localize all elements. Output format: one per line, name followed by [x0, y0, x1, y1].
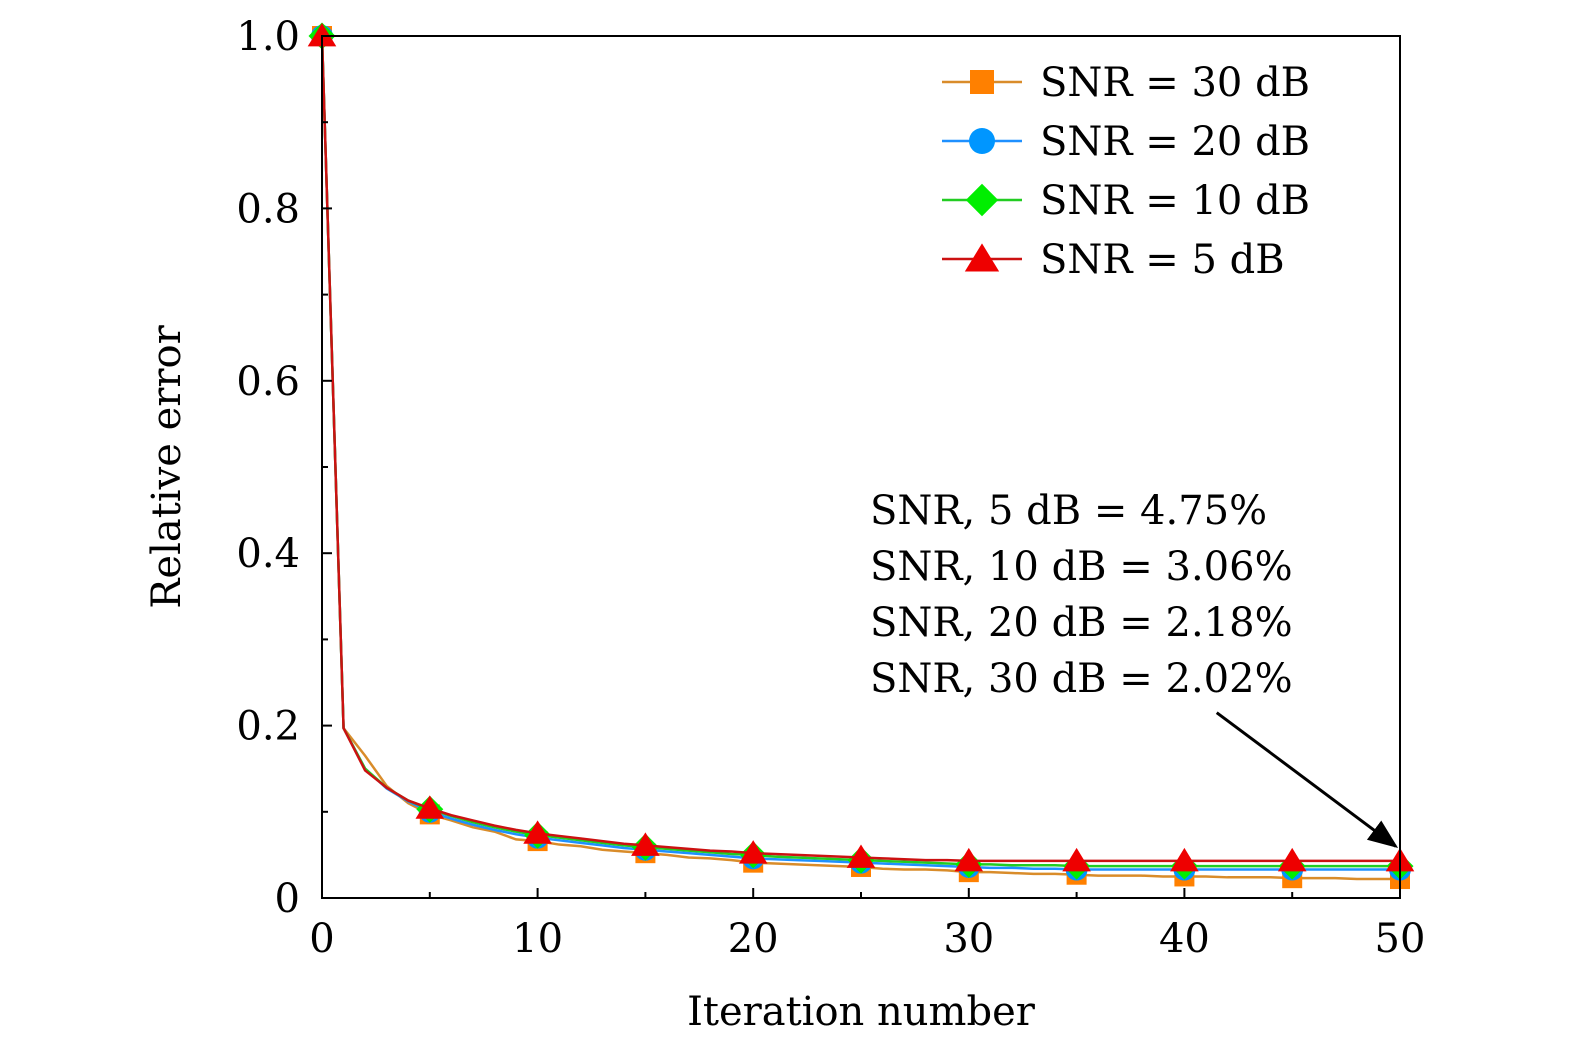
data-point [523, 820, 552, 844]
data-point [1277, 847, 1307, 872]
legend-marker [964, 243, 1000, 272]
annotation-line: SNR, 10 dB = 3.06% [870, 544, 1293, 590]
legend-entry: SNR = 10 dB [942, 178, 1310, 224]
legend: SNR = 30 dB SNR = 20 dB SNR = 10 dB SNR = 5… [942, 60, 1310, 283]
x-tick-label: 30 [943, 916, 994, 962]
legend-entry: SNR = 30 dB [942, 60, 1310, 106]
legend-marker [965, 183, 999, 217]
series-layer [307, 22, 1415, 890]
data-point [954, 847, 984, 872]
legend-marker [969, 128, 995, 154]
x-axis-label: Iteration number [687, 989, 1036, 1035]
legend-marker [970, 70, 994, 94]
legend-label: SNR = 30 dB [1040, 60, 1310, 106]
legend-label: SNR = 5 dB [1040, 237, 1285, 283]
final-error-annotation: SNR, 5 dB = 4.75% SNR, 10 dB = 3.06% SNR, … [870, 488, 1399, 849]
data-point [631, 832, 660, 856]
data-point [307, 23, 337, 47]
legend-entry: SNR = 5 dB [942, 237, 1285, 283]
series-3 [307, 23, 1415, 872]
axis-ticks: 0 10 20 30 40 50 0 0.2 0.4 0.6 0.8 1.0 [236, 14, 1425, 962]
x-tick-label: 20 [728, 916, 779, 962]
y-tick-label: 0 [275, 876, 300, 922]
data-point [415, 795, 445, 819]
legend-entry: SNR = 20 dB [942, 119, 1310, 165]
y-tick-label: 0.4 [236, 531, 300, 577]
plot-area-frame [321, 35, 1401, 899]
annotation-arrow [1215, 711, 1399, 849]
data-point [846, 844, 876, 868]
x-tick-label: 50 [1375, 916, 1426, 962]
data-point [738, 840, 768, 864]
y-tick-label: 0.2 [236, 704, 300, 750]
y-tick-label: 0.6 [236, 359, 300, 405]
legend-label: SNR = 20 dB [1040, 119, 1310, 165]
y-tick-label: 0.8 [236, 186, 300, 232]
x-tick-label: 10 [512, 916, 563, 962]
y-axis-label: Relative error [144, 324, 190, 608]
x-tick-label: 40 [1159, 916, 1210, 962]
y-tick-label: 1.0 [236, 14, 300, 60]
annotation-line: SNR, 20 dB = 2.18% [870, 600, 1293, 646]
annotation-line: SNR, 5 dB = 4.75% [870, 488, 1267, 534]
x-tick-label: 0 [309, 916, 334, 962]
legend-label: SNR = 10 dB [1040, 178, 1310, 224]
annotation-line: SNR, 30 dB = 2.02% [870, 656, 1293, 702]
data-point [1170, 847, 1199, 872]
data-point [1062, 847, 1091, 872]
